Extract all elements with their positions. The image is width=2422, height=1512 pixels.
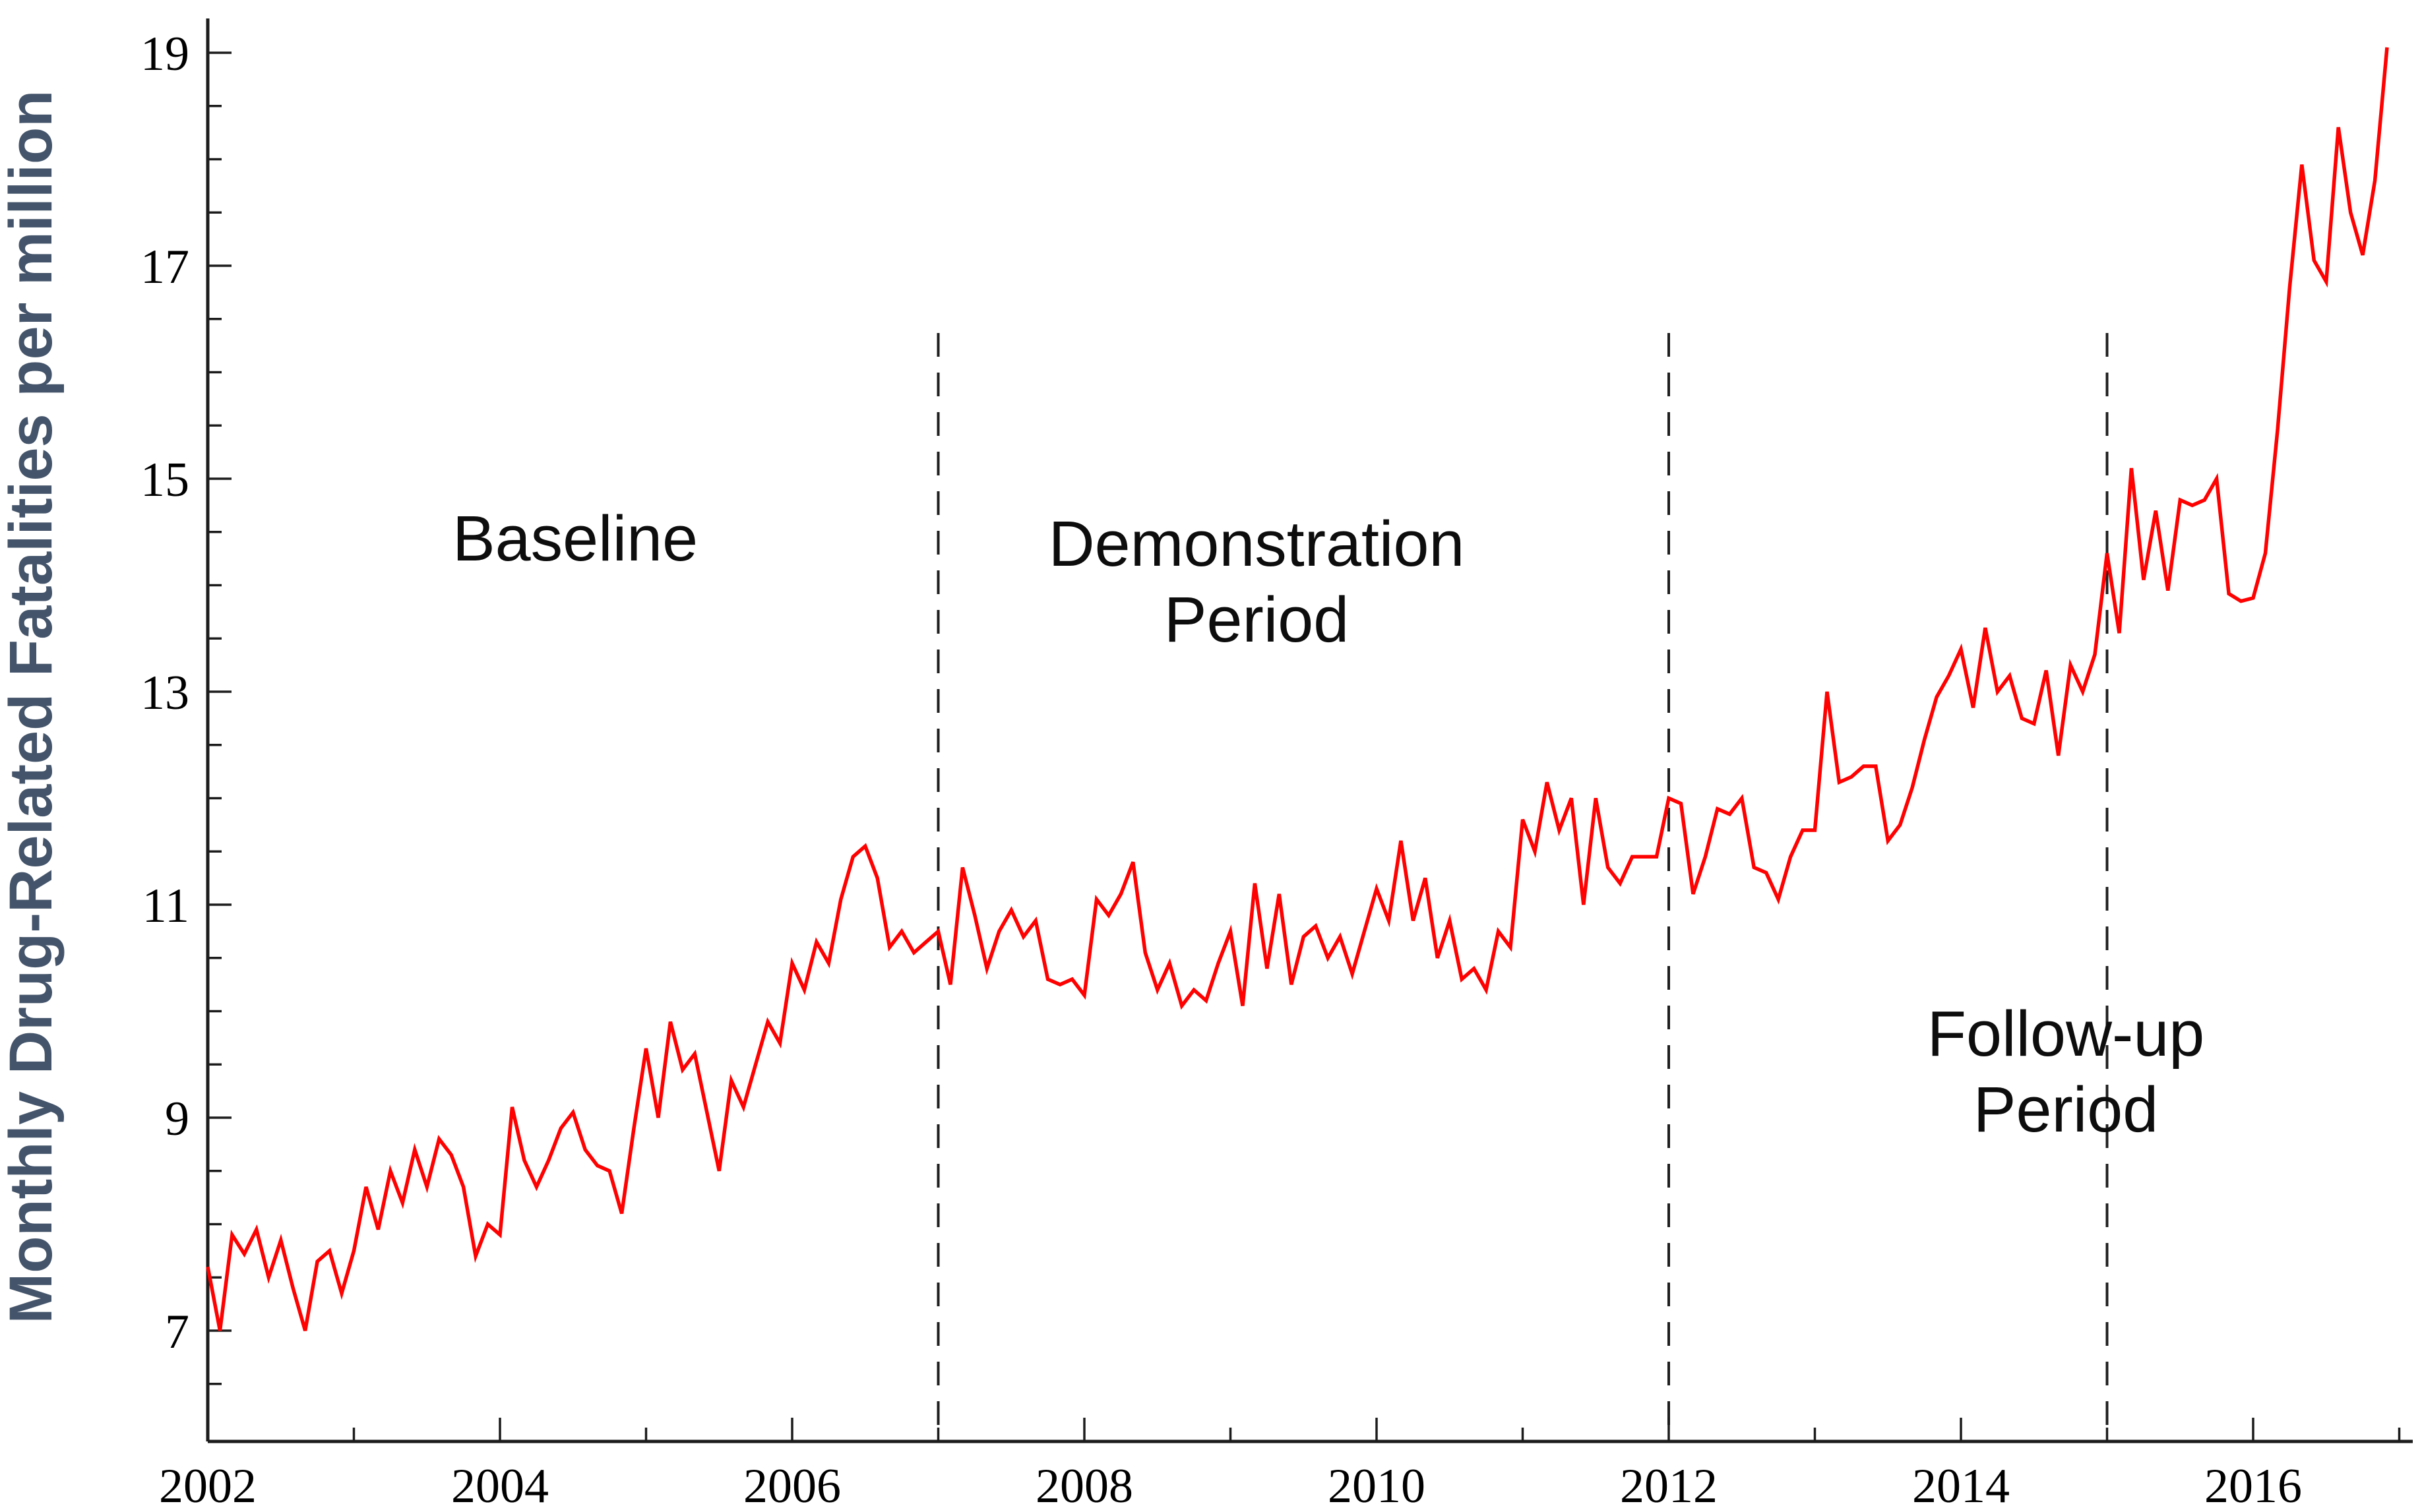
y-tick-label: 15: [140, 453, 189, 507]
x-tick-label: 2004: [451, 1459, 549, 1512]
data-series: [206, 47, 2389, 1331]
y-tick-label: 11: [142, 879, 189, 933]
x-tick-label: 2012: [1620, 1459, 1718, 1512]
demonstration-period-label-line1: Demonstration: [1049, 508, 1465, 580]
x-tick-label: 2016: [2204, 1459, 2302, 1512]
x-tick-label: 2006: [743, 1459, 841, 1512]
demonstration-period-label-line2: Period: [1164, 584, 1349, 655]
period-annotations: Baseline Demonstration Period Follow-up …: [452, 502, 2204, 1145]
x-tick-label: 2010: [1328, 1459, 1425, 1512]
y-tick-label: 19: [140, 27, 189, 81]
y-axis: 7 9 11 13 15 17 19: [140, 18, 232, 1441]
x-tick-label: 2014: [1912, 1459, 2010, 1512]
fatalities-line: [206, 47, 2389, 1331]
x-axis: 2002 2004 2006 2008 2010 2012 2014 2016: [159, 1418, 2413, 1512]
period-boundary-lines: [937, 333, 2109, 1441]
y-axis-title: Monthly Drug-Related Fatalities per mill…: [0, 90, 65, 1324]
baseline-period-label: Baseline: [452, 502, 698, 574]
y-tick-label: 7: [165, 1305, 189, 1359]
x-tick-label: 2002: [159, 1459, 257, 1512]
follow-up-period-label-line1: Follow-up: [1927, 998, 2205, 1070]
y-tick-label: 17: [140, 240, 189, 294]
x-tick-label: 2008: [1036, 1459, 1133, 1512]
y-tick-label: 9: [165, 1092, 189, 1146]
follow-up-period-label-line2: Period: [1973, 1074, 2158, 1145]
y-tick-label: 13: [140, 666, 189, 720]
